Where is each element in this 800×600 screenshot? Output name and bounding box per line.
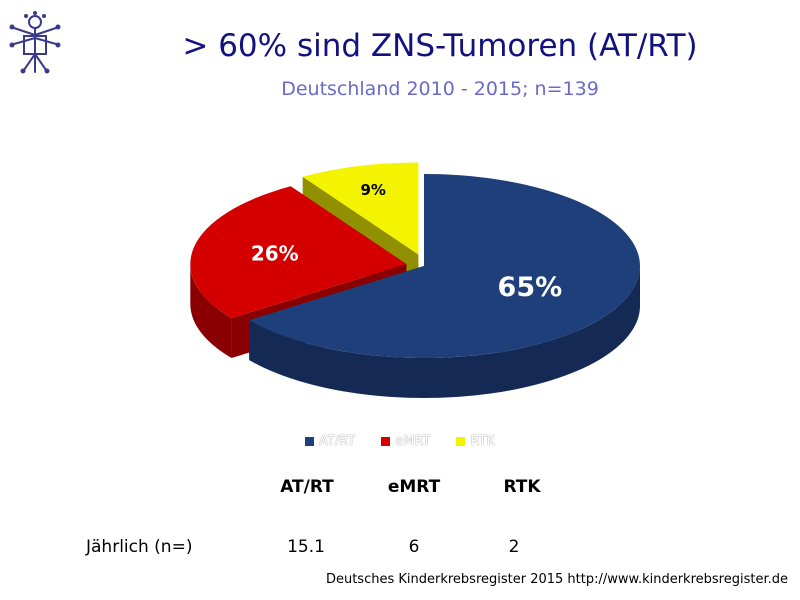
legend-label-rtk: RTK [470, 434, 496, 449]
legend-swatch-atrt [304, 437, 314, 446]
table-row-label: Jährlich (n=) [86, 537, 193, 557]
slice-atrt [249, 174, 641, 358]
table-value-rtk: 2 [508, 537, 520, 557]
table-value-emrt: 6 [408, 537, 420, 557]
slice-rtk [302, 162, 419, 255]
legend-label-atrt: AT/RT [318, 434, 356, 449]
legend-swatch-emrt [381, 437, 391, 446]
legend-swatch-rtk [456, 437, 466, 446]
table-header-atrt: AT/RT [280, 477, 334, 497]
legend-item-atrt: AT/RT [304, 434, 356, 449]
footer-source: Deutsches Kinderkrebsregister 2015 http:… [325, 572, 788, 587]
chart-subtitle: Deutschland 2010 - 2015; n=139 [281, 78, 599, 100]
table-header-rtk: RTK [503, 477, 541, 497]
data-label-rtk: 9% [360, 181, 385, 199]
table-header-emrt: eMRT [387, 477, 441, 497]
legend-item-emrt: eMRT [381, 434, 430, 449]
legend-label-emrt: eMRT [395, 434, 431, 449]
table-value-atrt: 15.1 [287, 537, 325, 557]
slice-atrt-side [249, 266, 641, 398]
vitruvian-man-logo-icon [4, 10, 66, 76]
slice-emrt [190, 186, 407, 319]
slice-emrt-side [190, 263, 232, 359]
data-label-atrt: 65% [498, 272, 563, 303]
chart-title: > 60% sind ZNS-Tumoren (AT/RT) [182, 28, 698, 64]
chart-legend: AT/RT eMRT RTK [0, 434, 800, 449]
data-label-emrt: 26% [251, 241, 299, 265]
legend-item-rtk: RTK [456, 434, 495, 449]
